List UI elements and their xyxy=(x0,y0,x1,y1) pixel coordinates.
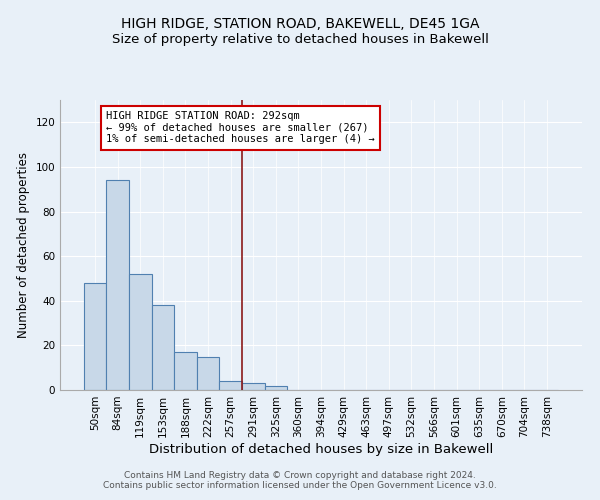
Y-axis label: Number of detached properties: Number of detached properties xyxy=(17,152,30,338)
Bar xyxy=(220,381,242,390)
X-axis label: Distribution of detached houses by size in Bakewell: Distribution of detached houses by size … xyxy=(149,442,493,456)
Bar xyxy=(265,386,287,390)
Bar xyxy=(152,305,174,390)
Text: HIGH RIDGE STATION ROAD: 292sqm
← 99% of detached houses are smaller (267)
1% of: HIGH RIDGE STATION ROAD: 292sqm ← 99% of… xyxy=(106,111,375,144)
Bar xyxy=(106,180,129,390)
Bar xyxy=(197,356,220,390)
Bar xyxy=(129,274,152,390)
Bar xyxy=(174,352,197,390)
Text: HIGH RIDGE, STATION ROAD, BAKEWELL, DE45 1GA: HIGH RIDGE, STATION ROAD, BAKEWELL, DE45… xyxy=(121,18,479,32)
Bar xyxy=(242,384,265,390)
Text: Contains HM Land Registry data © Crown copyright and database right 2024.
Contai: Contains HM Land Registry data © Crown c… xyxy=(103,470,497,490)
Text: Size of property relative to detached houses in Bakewell: Size of property relative to detached ho… xyxy=(112,32,488,46)
Bar xyxy=(84,283,106,390)
